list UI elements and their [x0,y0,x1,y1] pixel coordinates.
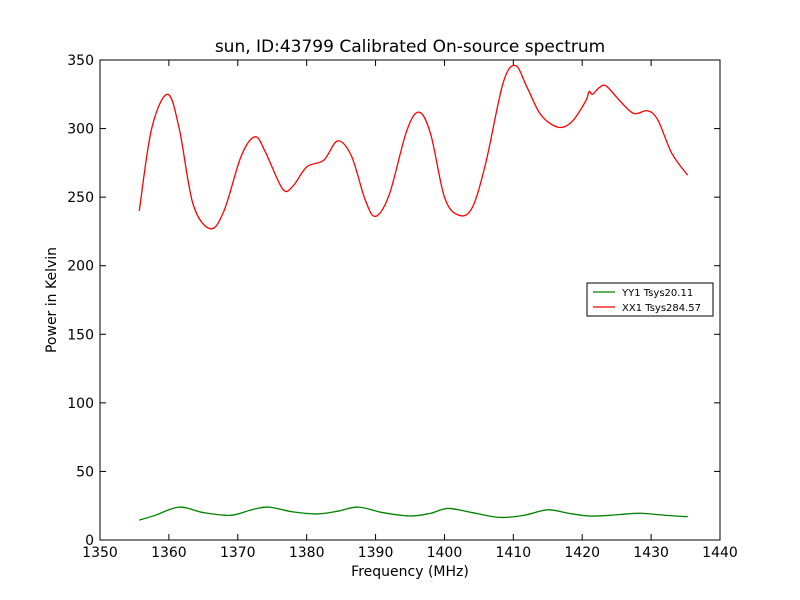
y-tick-label: 50 [76,464,94,480]
x-tick-label: 1390 [358,545,394,561]
y-tick-label: 100 [67,396,94,412]
plot-frame [99,59,721,541]
x-tick-label: 1440 [702,545,738,561]
x-tick-label: 1360 [151,545,187,561]
chart-title: sun, ID:43799 Calibrated On-source spect… [215,37,605,57]
x-tick-label: 1350 [82,545,118,561]
x-tick-label: 1420 [564,545,600,561]
y-tick-label: 0 [85,533,94,549]
y-tick-label: 350 [67,53,94,69]
x-tick-label: 1410 [496,545,532,561]
x-tick-label: 1370 [220,545,256,561]
y-tick-label: 200 [67,259,94,275]
y-tick-label: 300 [67,122,94,138]
plot-lines [138,64,689,521]
legend-box [586,282,714,317]
x-tick-label: 1430 [633,545,669,561]
x-axis-label: Frequency (MHz) [351,564,469,580]
legend: YY1 Tsys20.11 XX1 Tsys284.57 [586,282,714,317]
y-tick-label: 250 [67,190,94,206]
legend-label-yy1: YY1 Tsys20.11 [621,288,693,299]
axis-ticks: 1350 1360 1370 1380 1390 1400 1410 1420 1430 1440… [67,53,738,561]
x-tick-label: 1400 [427,545,463,561]
y-tick-label: 150 [67,327,94,343]
series-line-xx1 [138,64,689,230]
legend-label-xx1: XX1 Tsys284.57 [622,303,701,314]
y-axis-label: Power in Kelvin [44,247,60,353]
x-tick-label: 1380 [289,545,325,561]
series-line-yy1 [139,506,688,521]
